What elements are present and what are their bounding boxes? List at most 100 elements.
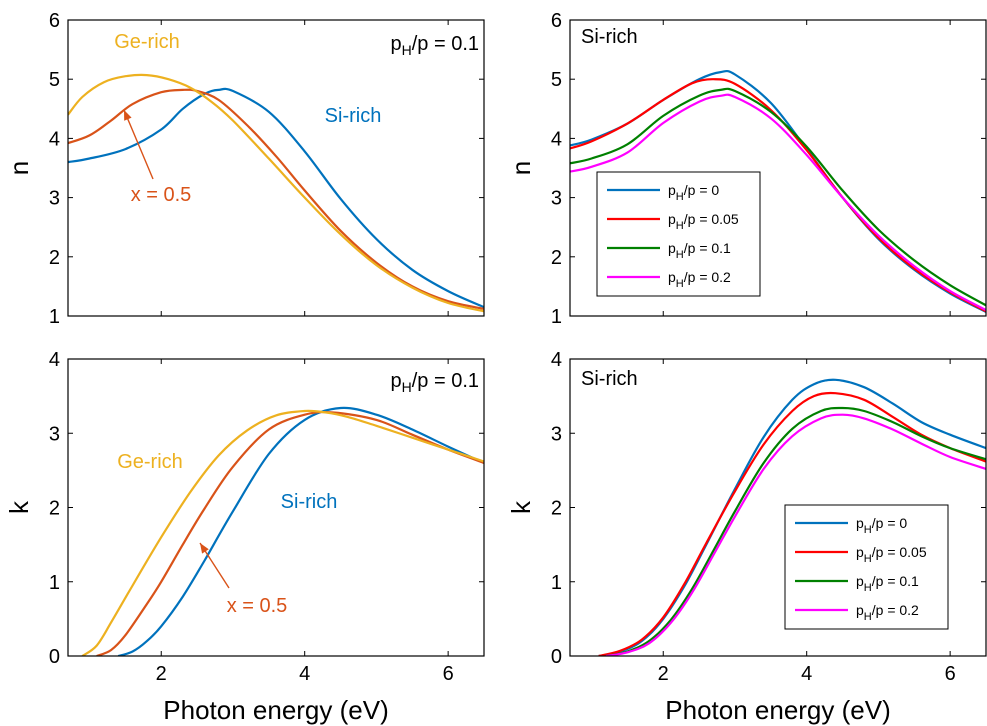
legend-label-rest: /p = 0 xyxy=(872,515,908,531)
y-axis-label: n xyxy=(506,161,536,175)
y-tick-label: 0 xyxy=(551,646,562,668)
annotation-label: Ge-rich xyxy=(117,451,183,473)
y-tick-label: 6 xyxy=(551,10,562,32)
legend-label: pH/p = 0 xyxy=(668,182,719,203)
series-line-1 xyxy=(68,88,484,310)
series-line-1 xyxy=(96,410,484,656)
legend-label-main: p xyxy=(668,240,676,256)
annotation-label: Si-rich xyxy=(281,491,338,513)
legend-label: pH/p = 0.2 xyxy=(856,602,919,623)
axes-frame xyxy=(67,19,485,317)
y-tick-label: 4 xyxy=(551,128,562,150)
legend-label: pH/p = 0.05 xyxy=(856,544,927,565)
y-tick-label: 2 xyxy=(551,247,562,269)
legend-label-rest: /p = 0.1 xyxy=(872,573,919,589)
x-axis-label: Photon energy (eV) xyxy=(163,695,388,725)
legend-label-subscript: H xyxy=(864,524,872,536)
legend-label-rest: /p = 0.05 xyxy=(872,544,927,560)
legend-label-subscript: H xyxy=(864,553,872,565)
legend-label-main: p xyxy=(668,269,676,285)
series-line-3 xyxy=(570,93,986,312)
arrow-head xyxy=(200,543,209,554)
legend-label-subscript: H xyxy=(676,278,684,290)
y-tick-label: 2 xyxy=(551,498,562,520)
y-tick-label: 3 xyxy=(551,423,562,445)
y-tick-label: 1 xyxy=(551,572,562,594)
series-line-1 xyxy=(570,78,986,313)
series-line-2 xyxy=(68,73,484,313)
series-group xyxy=(570,69,986,313)
y-tick-label: 3 xyxy=(49,188,60,210)
annotation-label: x = 0.5 xyxy=(131,184,192,206)
y-tick-label: 3 xyxy=(49,423,60,445)
legend-label-rest: /p = 0.2 xyxy=(872,602,919,618)
y-tick-label: 4 xyxy=(49,349,60,371)
x-axis-label: Photon energy (eV) xyxy=(665,695,890,725)
legend-label: pH/p = 0.05 xyxy=(668,211,739,232)
x-tick-label: 2 xyxy=(156,663,167,685)
y-tick-label: 0 xyxy=(49,646,60,668)
y-axis-label: n xyxy=(4,161,34,175)
y-tick-label: 1 xyxy=(49,572,60,594)
legend-label-rest: /p = 0.05 xyxy=(684,211,739,227)
legend-label: pH/p = 0.1 xyxy=(668,240,731,261)
y-tick-label: 4 xyxy=(551,349,562,371)
legend-label-main: p xyxy=(856,544,864,560)
legend-label: pH/p = 0.1 xyxy=(856,573,919,594)
legend-label-rest: /p = 0.2 xyxy=(684,269,731,285)
annotation-label: Si-rich xyxy=(581,368,638,390)
x-tick-label: 6 xyxy=(945,663,956,685)
y-tick-label: 3 xyxy=(551,188,562,210)
legend-label-main: p xyxy=(856,573,864,589)
chart-panel-top-left: 1 2 3 4 5 6 n Ge-rich Si-rich x = 0.5 pH/p = 0.1 xyxy=(4,10,485,328)
arrow-shaft xyxy=(123,109,154,180)
condition-label-subscript: H xyxy=(402,42,412,58)
y-tick-label: 2 xyxy=(49,247,60,269)
series-line-2 xyxy=(81,409,484,656)
series-line-0 xyxy=(68,87,484,309)
condition-label: pH/p = 0.1 xyxy=(390,33,479,58)
legend-label-subscript: H xyxy=(864,582,872,594)
y-axis-label: k xyxy=(506,500,536,514)
condition-label-subscript: H xyxy=(402,379,412,395)
y-tick-label: 1 xyxy=(49,306,60,328)
y-tick-label: 5 xyxy=(551,69,562,91)
x-tick-label: 6 xyxy=(443,663,454,685)
legend-label-main: p xyxy=(668,182,676,198)
annotation-label: Si-rich xyxy=(325,105,382,127)
series-line-0 xyxy=(117,406,484,656)
legend-label-subscript: H xyxy=(676,249,684,261)
legend-box xyxy=(596,171,761,297)
legend-label-subscript: H xyxy=(676,191,684,203)
series-group xyxy=(68,73,484,313)
chart-panel-bottom-left: 2 4 6 0 1 2 3 4 k Photon energy (eV) Ge-rich Si-ric… xyxy=(4,349,485,725)
legend-label-subscript: H xyxy=(864,611,872,623)
legend-label-rest: /p = 0.1 xyxy=(684,240,731,256)
y-axis-label: k xyxy=(4,500,34,514)
series-line-1 xyxy=(598,391,986,656)
legend-label-subscript: H xyxy=(676,220,684,232)
series-group xyxy=(81,406,484,656)
legend-box xyxy=(784,504,949,630)
series-line-3 xyxy=(605,413,986,656)
legend-label-main: p xyxy=(668,211,676,227)
condition-label-main: p xyxy=(390,33,401,55)
axes-frame xyxy=(569,19,987,317)
x-tick-label: 4 xyxy=(299,663,310,685)
legend-label-main: p xyxy=(856,602,864,618)
y-tick-label: 6 xyxy=(49,10,60,32)
annotation-label: x = 0.5 xyxy=(227,595,288,617)
series-group xyxy=(598,378,986,656)
legend-label: pH/p = 0.2 xyxy=(668,269,731,290)
annotation-label: Si-rich xyxy=(581,26,638,48)
series-line-2 xyxy=(570,87,986,307)
condition-label-rest: /p = 0.1 xyxy=(412,370,479,392)
condition-label-main: p xyxy=(390,370,401,392)
x-tick-label: 2 xyxy=(658,663,669,685)
y-tick-label: 2 xyxy=(49,498,60,520)
